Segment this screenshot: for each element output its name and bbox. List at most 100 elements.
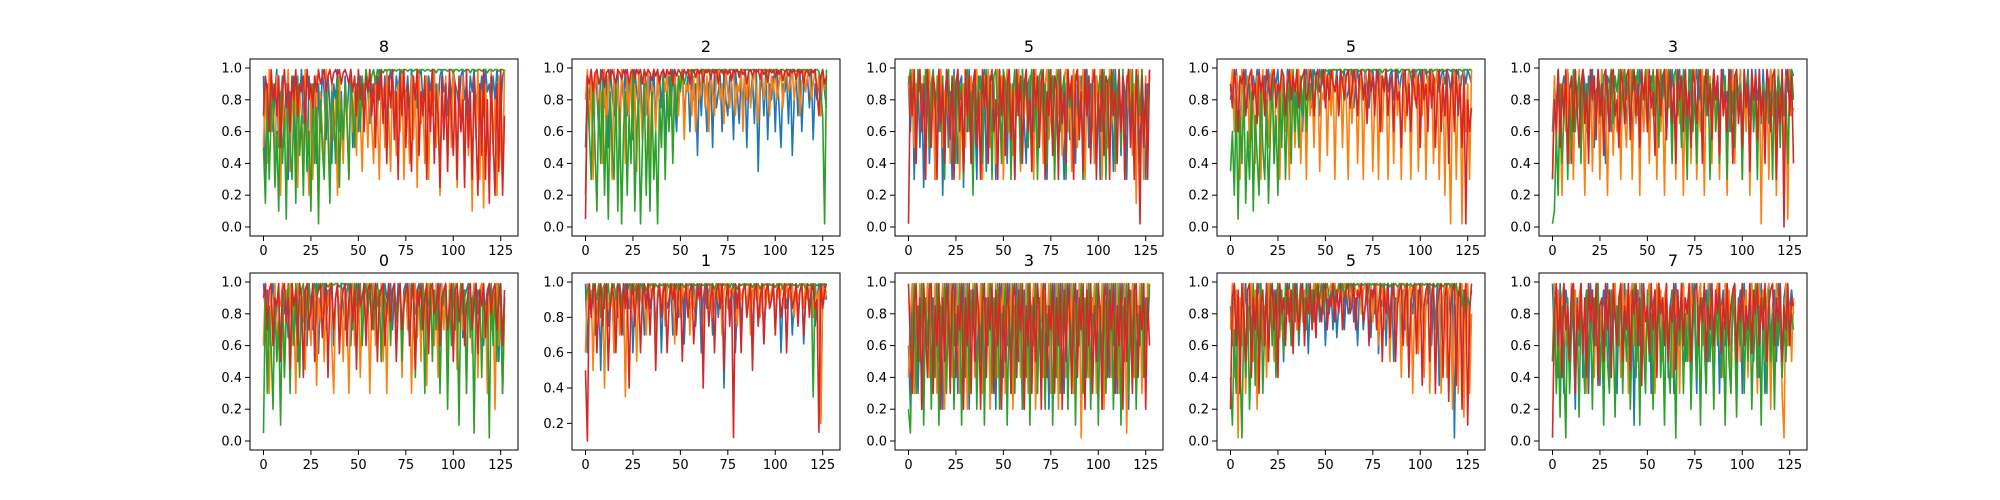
y-tick-label: 0.2 xyxy=(1188,189,1209,204)
axes-frame xyxy=(249,58,519,237)
y-tick-label: 0.6 xyxy=(1510,125,1531,140)
y-tick-label: 0.0 xyxy=(866,221,887,236)
y-tick-label: 0.6 xyxy=(221,125,242,140)
x-tick-label: 75 xyxy=(1687,244,1704,259)
x-tick-label: 75 xyxy=(1365,244,1382,259)
axes-frame xyxy=(571,58,841,237)
x-tick-label: 25 xyxy=(948,458,965,473)
series-line-3 xyxy=(584,282,828,442)
series-line-3 xyxy=(262,68,506,204)
x-tick-label: 0 xyxy=(581,458,589,473)
series-line-2 xyxy=(1229,68,1472,220)
x-tick-label: 100 xyxy=(1086,458,1111,473)
axes-frame xyxy=(894,58,1164,237)
x-tick-label: 50 xyxy=(995,244,1012,259)
subplot-title: 5 xyxy=(1024,37,1034,56)
y-tick-label: 0.4 xyxy=(543,382,564,397)
y-tick-label: 0.8 xyxy=(1188,307,1209,322)
x-tick-label: 0 xyxy=(1226,244,1234,259)
subplot-title: 5 xyxy=(1346,37,1356,56)
y-tick-label: 0.0 xyxy=(221,435,242,450)
x-tick-label: 50 xyxy=(672,244,689,259)
series-line-0 xyxy=(584,282,828,425)
y-tick-label: 1.0 xyxy=(866,276,887,291)
x-tick-label: 100 xyxy=(1730,458,1755,473)
y-tick-label: 0.4 xyxy=(543,157,564,172)
y-tick-label: 0.8 xyxy=(543,311,564,326)
x-tick-label: 100 xyxy=(763,458,788,473)
y-tick-label: 0.0 xyxy=(221,221,242,236)
series-line-3 xyxy=(584,68,828,220)
x-tick-label: 100 xyxy=(441,244,466,259)
axes-frame xyxy=(1538,272,1808,451)
y-tick-label: 0.6 xyxy=(866,339,887,354)
x-tick-label: 125 xyxy=(1777,244,1802,259)
y-tick-label: 0.8 xyxy=(866,307,887,322)
y-tick-label: 1.0 xyxy=(866,62,887,77)
x-tick-label: 25 xyxy=(1270,244,1287,259)
x-tick-label: 25 xyxy=(1270,458,1287,473)
y-tick-label: 0.2 xyxy=(543,417,564,432)
subplot-title: 1 xyxy=(701,251,711,270)
y-tick-label: 1.0 xyxy=(1510,62,1531,77)
x-tick-label: 0 xyxy=(259,244,267,259)
x-tick-label: 25 xyxy=(625,458,642,473)
subplot-7: 3 0 25 50 75 100 125 0.0 0.2 0.4 0.6 0.8 1.0 xyxy=(866,251,1164,473)
x-tick-label: 125 xyxy=(1133,244,1158,259)
x-tick-label: 50 xyxy=(672,458,689,473)
y-tick-label: 0.0 xyxy=(1510,435,1531,450)
axes-frame xyxy=(1538,58,1808,237)
y-tick-label: 0.8 xyxy=(543,93,564,108)
x-tick-label: 100 xyxy=(1408,458,1433,473)
x-tick-label: 75 xyxy=(1687,458,1704,473)
series-line-3 xyxy=(907,282,1151,411)
x-tick-label: 0 xyxy=(1548,458,1556,473)
y-tick-label: 0.6 xyxy=(1188,339,1209,354)
y-tick-label: 1.0 xyxy=(1188,62,1209,77)
y-tick-label: 0.6 xyxy=(1188,125,1209,140)
subplot-0: 8 0 25 50 75 100 125 0.0 0.2 0.4 0.6 0.8 1.0 xyxy=(221,37,519,259)
x-tick-label: 0 xyxy=(904,458,912,473)
series-line-3 xyxy=(1551,282,1795,438)
y-tick-label: 0.8 xyxy=(221,307,242,322)
x-tick-label: 50 xyxy=(1317,244,1334,259)
x-tick-label: 125 xyxy=(1777,458,1802,473)
x-tick-label: 100 xyxy=(441,458,466,473)
series-line-3 xyxy=(1229,68,1473,225)
y-tick-label: 1.0 xyxy=(1510,276,1531,291)
y-tick-label: 0.6 xyxy=(543,125,564,140)
series-line-3 xyxy=(1229,282,1473,426)
y-tick-label: 0.8 xyxy=(221,93,242,108)
x-tick-label: 75 xyxy=(720,244,737,259)
x-tick-label: 0 xyxy=(581,244,589,259)
subplot-title: 8 xyxy=(379,37,389,56)
y-tick-label: 0.4 xyxy=(221,157,242,172)
axes-frame xyxy=(1216,58,1486,237)
y-tick-label: 0.2 xyxy=(221,189,242,204)
y-tick-label: 1.0 xyxy=(1188,276,1209,291)
x-tick-label: 25 xyxy=(1592,458,1609,473)
x-tick-label: 25 xyxy=(1592,244,1609,259)
y-tick-label: 1.0 xyxy=(221,62,242,77)
y-tick-label: 0.2 xyxy=(1188,403,1209,418)
y-tick-label: 0.6 xyxy=(221,339,242,354)
series-line-0 xyxy=(584,68,828,173)
x-tick-label: 125 xyxy=(810,244,835,259)
y-tick-label: 0.4 xyxy=(1188,371,1209,386)
subplot-9: 7 0 25 50 75 100 125 0.0 0.2 0.4 0.6 0.8 1.0 xyxy=(1510,251,1808,473)
y-tick-label: 0.0 xyxy=(1188,435,1209,450)
x-tick-label: 125 xyxy=(1455,244,1480,259)
y-tick-label: 0.2 xyxy=(1510,403,1531,418)
y-tick-label: 0.2 xyxy=(221,403,242,418)
y-tick-label: 0.0 xyxy=(866,435,887,450)
subplot-title: 0 xyxy=(379,251,389,270)
axes-frame xyxy=(894,272,1164,451)
y-tick-label: 1.0 xyxy=(543,62,564,77)
y-tick-label: 0.4 xyxy=(1188,157,1209,172)
x-tick-label: 0 xyxy=(1226,458,1234,473)
x-tick-label: 100 xyxy=(1408,244,1433,259)
